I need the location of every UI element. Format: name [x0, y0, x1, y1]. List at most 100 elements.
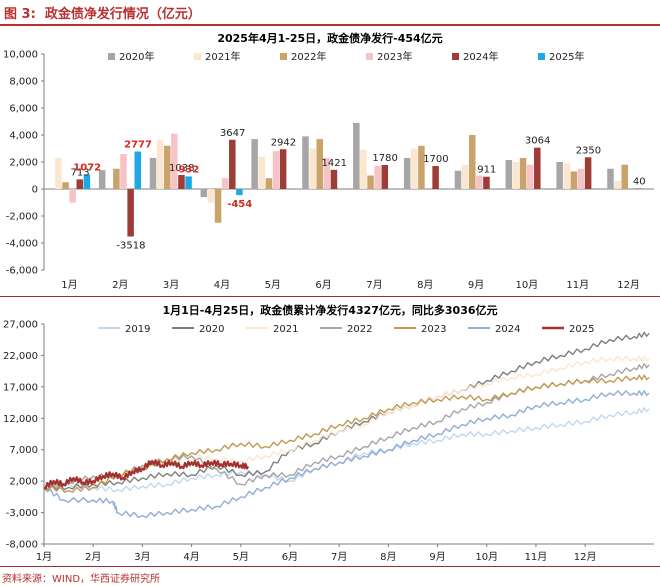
bar: [302, 136, 309, 189]
bar: [526, 164, 534, 189]
legend-label: 2024年: [463, 50, 498, 63]
y-tick-label: 17,000: [3, 382, 38, 393]
legend-swatch: [194, 53, 201, 60]
x-tick-label: 6月: [282, 551, 298, 563]
x-tick-label: 10月: [516, 279, 539, 291]
x-tick-label: 12月: [617, 279, 640, 291]
bar: [120, 153, 127, 189]
bar: [563, 163, 571, 189]
bar: [614, 180, 621, 189]
source-note: 资料来源：WIND，华西证券研究所: [2, 574, 161, 585]
data-label: 1421: [322, 158, 347, 169]
figure-label: 图 3:: [4, 7, 36, 22]
legend-label: 2025: [569, 324, 594, 335]
data-label: 2942: [271, 137, 296, 148]
x-tick-label: 10月: [475, 551, 498, 563]
x-tick-label: 7月: [331, 551, 347, 563]
data-label: 2777: [124, 140, 152, 151]
legend-label: 2022年: [291, 50, 326, 63]
bar-chart: -6,000 -4,000 -2,000 0 2,000 4,000 6,000 8,000 1…: [3, 50, 654, 291]
bar: [570, 171, 578, 189]
series-line: [43, 390, 650, 519]
figure-caption: 政金债净发行情况（亿元）: [44, 7, 201, 22]
series-line: [43, 407, 650, 493]
series-line: [43, 374, 650, 493]
data-label: 1780: [372, 153, 397, 164]
x-tick-label: 8月: [417, 279, 433, 291]
bar: [635, 188, 643, 189]
bar: [113, 168, 120, 189]
legend-swatch: [366, 53, 373, 60]
data-label: 1700: [423, 154, 448, 165]
x-tick-label: 1月: [36, 551, 52, 563]
legend-label: 2020: [199, 324, 224, 335]
y-tick-label: 6,000: [9, 104, 38, 115]
bar: [236, 189, 243, 196]
bar: [483, 176, 490, 189]
bar: [127, 189, 134, 237]
y-tick-label: -4,000: [6, 239, 38, 250]
y-tick-label: 10,000: [3, 50, 38, 61]
y-tick-label: -8,000: [6, 540, 38, 551]
bar: [156, 140, 164, 189]
x-tick-label: 5月: [233, 551, 249, 563]
bar: [258, 156, 266, 189]
bar: [98, 170, 106, 189]
y-tick-label: 22,000: [3, 351, 38, 362]
bar: [381, 164, 389, 189]
x-tick-label: 11月: [566, 279, 589, 291]
legend-swatch: [452, 53, 459, 60]
legend-label: 2022: [347, 324, 372, 335]
bar: [69, 189, 76, 203]
legend-label: 2023年: [377, 50, 412, 63]
x-tick-label: 7月: [366, 279, 382, 291]
bar: [534, 147, 541, 189]
y-tick-label: 7,000: [9, 445, 38, 456]
bar: [461, 164, 469, 189]
x-tick-label: 5月: [265, 279, 281, 291]
data-label: 1038: [169, 163, 194, 174]
bar: [621, 164, 628, 189]
bar: [454, 170, 462, 189]
data-label: 3064: [525, 136, 550, 147]
x-tick-label: 11月: [525, 551, 548, 563]
bar: [505, 159, 513, 189]
bar: [418, 145, 425, 189]
bar: [229, 139, 236, 189]
section-divider: [0, 296, 660, 297]
bar: [432, 166, 439, 189]
bar: [185, 176, 192, 189]
legend-label: 2020年: [119, 50, 154, 63]
bar: [512, 162, 520, 189]
bar: [584, 157, 592, 189]
legend-label: 2019: [125, 324, 150, 335]
x-tick-label: 4月: [214, 279, 230, 291]
bar: [353, 122, 360, 189]
y-tick-label: -6,000: [6, 266, 38, 277]
data-label: -454: [227, 199, 252, 210]
footer-divider: [0, 566, 660, 567]
figure-title: 图 3: 政金债净发行情况（亿元）: [4, 3, 201, 22]
bar: [330, 169, 338, 189]
data-label: 911: [477, 165, 496, 176]
bar: [476, 175, 483, 189]
y-tick-label: 2,000: [9, 477, 38, 488]
legend-swatch: [280, 53, 287, 60]
x-tick-label: 3月: [134, 551, 150, 563]
data-label: 3647: [220, 128, 245, 139]
bar: [360, 149, 367, 189]
x-tick-label: 8月: [380, 551, 396, 563]
data-label: 2350: [576, 145, 601, 156]
bar: [607, 168, 614, 189]
legend-label: 2025年: [549, 50, 584, 63]
x-tick-label: 9月: [429, 551, 445, 563]
figure-header: 图 3: 政金债净发行情况（亿元）: [0, 0, 660, 26]
bar: [403, 157, 411, 189]
bar: [251, 139, 258, 189]
bar: [83, 174, 91, 189]
bar-chart-title: 2025年4月1-25日，政金债净发行-454亿元: [217, 32, 443, 45]
x-tick-label: 4月: [183, 551, 199, 563]
y-tick-label: 12,000: [3, 414, 38, 425]
data-label: 40: [633, 176, 646, 187]
data-label: 713: [71, 167, 90, 178]
